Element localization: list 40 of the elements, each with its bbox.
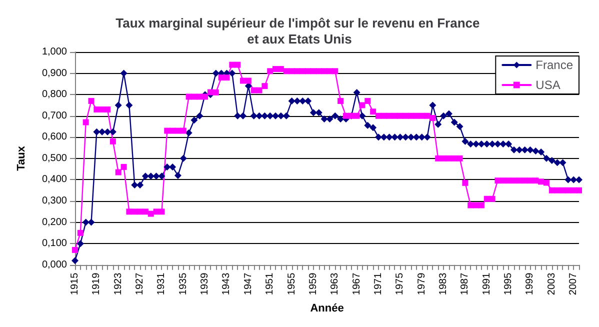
x-tick-label: 1931 — [156, 272, 168, 296]
x-tick-label: 1943 — [221, 272, 232, 296]
y-tick-label: 0,100 — [42, 238, 68, 250]
x-tick-label: 1979 — [416, 272, 428, 296]
chart-title: Taux marginal supérieur de l'impôt sur le revenu en France et aux Etats Unis — [116, 16, 484, 46]
x-tick-label: 1955 — [286, 272, 298, 296]
y-tick-label: 0,600 — [42, 132, 68, 143]
x-tick-label: 1915 — [70, 272, 80, 296]
x-tick-label: 1991 — [481, 272, 492, 296]
x-tick-label: 2003 — [546, 272, 558, 296]
x-tick-label: 2007 — [568, 272, 580, 296]
y-tick-label: 0,900 — [42, 68, 68, 79]
x-tick-label: 1983 — [438, 272, 450, 296]
y-tick-label: 0,300 — [42, 196, 68, 206]
y-tick-label: 0,500 — [42, 152, 68, 164]
x-tick-label: 1975 — [394, 272, 406, 296]
x-tick-label: 1947 — [242, 272, 254, 296]
x-tick-label: 1927 — [134, 272, 146, 296]
y-axis-title: Taux — [16, 145, 28, 171]
y-tick-label: 0,200 — [42, 216, 68, 228]
x-tick-label: 1971 — [372, 272, 384, 296]
x-tick-label: 1999 — [524, 272, 536, 296]
x-tick-label: 1939 — [200, 272, 211, 296]
x-tick-label: 1987 — [460, 272, 471, 296]
x-tick-label: 1923 — [112, 272, 124, 296]
y-tick-label: 0,000 — [42, 259, 68, 270]
y-tick-label: 1,000 — [42, 46, 68, 58]
x-tick-label: 1951 — [264, 272, 276, 296]
x-axis-title: Année — [310, 302, 344, 314]
x-tick-label: 1959 — [308, 272, 319, 296]
y-tick-label: 0,700 — [42, 110, 68, 122]
legend-label: France — [536, 58, 574, 72]
x-tick-label: 1995 — [503, 272, 514, 296]
y-tick-label: 0,800 — [42, 89, 68, 100]
legend-label: USA — [536, 78, 560, 92]
x-tick-label: 1967 — [351, 272, 362, 296]
y-tick-label: 0,400 — [42, 174, 68, 186]
x-tick-label: 1963 — [330, 272, 341, 296]
x-tick-label: 1919 — [91, 272, 102, 296]
x-tick-label: 1935 — [178, 272, 189, 296]
